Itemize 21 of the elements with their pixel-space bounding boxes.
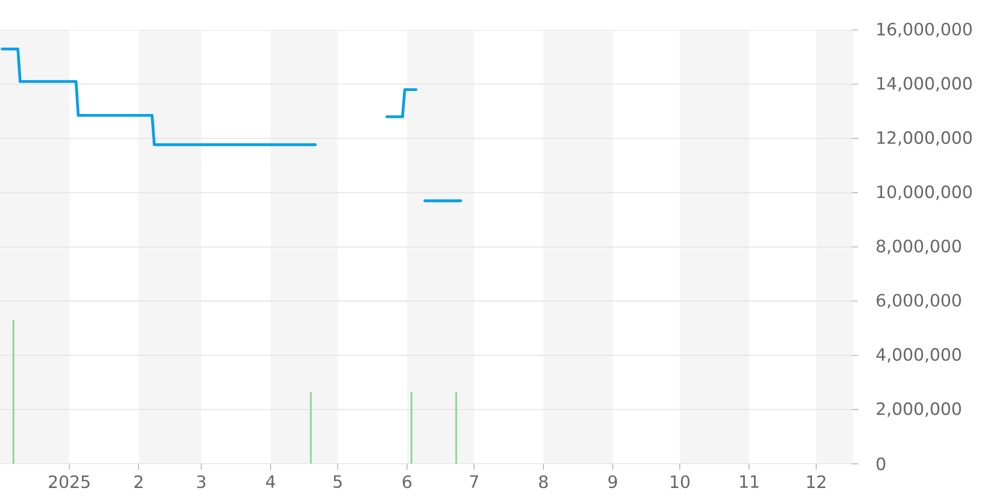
- y-tick-label: 6,000,000: [876, 294, 961, 308]
- x-tick-label: 2: [134, 475, 142, 488]
- y-tick-label: 12,000,000: [877, 131, 972, 146]
- x-tick-label: 5: [334, 475, 342, 488]
- y-tick-label: 8,000,000: [876, 240, 961, 254]
- x-tick-label: 8: [539, 475, 548, 488]
- x-tick-label: 6: [402, 475, 412, 488]
- x-tick-label: 4: [266, 475, 276, 488]
- y-tick-label: 4,000,000: [876, 348, 961, 363]
- x-tick-label: 7: [470, 475, 478, 488]
- x-tick-label: 3: [197, 475, 206, 488]
- y-tick-label: 14,000,000: [877, 76, 972, 92]
- x-tick-label: 11: [740, 475, 758, 488]
- x-tick-label: 10: [670, 475, 690, 488]
- y-tick-label: 10,000,000: [877, 185, 972, 200]
- y-tick-label: 2,000,000: [876, 402, 961, 417]
- x-tick-label: 2025: [48, 475, 90, 488]
- y-tick-label: 16,000,000: [877, 22, 972, 38]
- x-tick-label: 12: [807, 475, 826, 488]
- y-tick-label: 0: [876, 457, 886, 470]
- x-tick-label: 9: [608, 475, 617, 488]
